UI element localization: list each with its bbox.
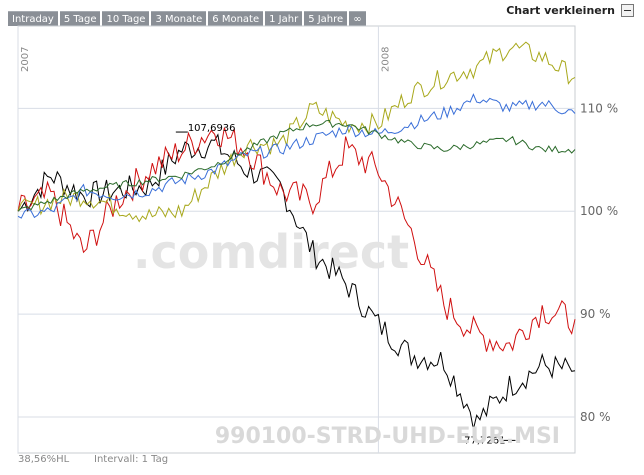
tab-2[interactable]: 10 Tage	[102, 11, 150, 26]
series-line-3	[17, 93, 576, 219]
period-tabs: Intraday 5 Tage 10 Tage 3 Monate 6 Monate 1 J…	[8, 11, 368, 26]
y-tick-label-0: 80 %	[580, 410, 611, 424]
plot-frame	[17, 25, 576, 454]
series-line-4	[17, 119, 576, 212]
footer-percent: 38,56%HL	[18, 454, 70, 465]
tab-5[interactable]: 1 Jahr	[265, 11, 303, 26]
annotations: 107,6936 77,7261	[175, 123, 516, 446]
tab-6[interactable]: 5 Jahre	[304, 11, 348, 26]
year-label-1: 2008	[380, 47, 391, 72]
y-tick-label-1: 90 %	[580, 307, 611, 321]
tab-3[interactable]: 3 Monate	[151, 11, 207, 26]
y-tick-label-2: 100 %	[580, 204, 618, 218]
series-line-1	[17, 127, 576, 352]
tab-1[interactable]: 5 Tage	[59, 11, 101, 26]
series-lines	[17, 41, 576, 430]
year-label-0: 2007	[20, 47, 31, 72]
series-line-2	[17, 41, 576, 223]
minimize-icon[interactable]	[621, 4, 634, 17]
chart-title: 990100-STRD-UHD-EUR.MSI	[215, 424, 560, 449]
annotation-label-0: 107,6936	[188, 123, 236, 134]
series-line-0	[17, 133, 576, 430]
chart-shrink-label: Chart verkleinern	[506, 4, 615, 17]
annotation-label-1: 77,7261	[464, 435, 505, 446]
tab-4[interactable]: 6 Monate	[208, 11, 264, 26]
y-tick-label-3: 110 %	[580, 101, 618, 115]
year-labels: 2007 2008	[17, 26, 391, 453]
watermark: .comdirect	[133, 225, 409, 279]
tab-0[interactable]: Intraday	[8, 11, 58, 26]
chart-shrink-control[interactable]: Chart verkleinern	[506, 4, 634, 17]
y-tick-labels: 80 % 90 % 100 % 110 %	[580, 101, 618, 424]
footer-interval: Intervall: 1 Tag	[94, 454, 168, 465]
tab-7[interactable]: ∞	[349, 11, 366, 26]
